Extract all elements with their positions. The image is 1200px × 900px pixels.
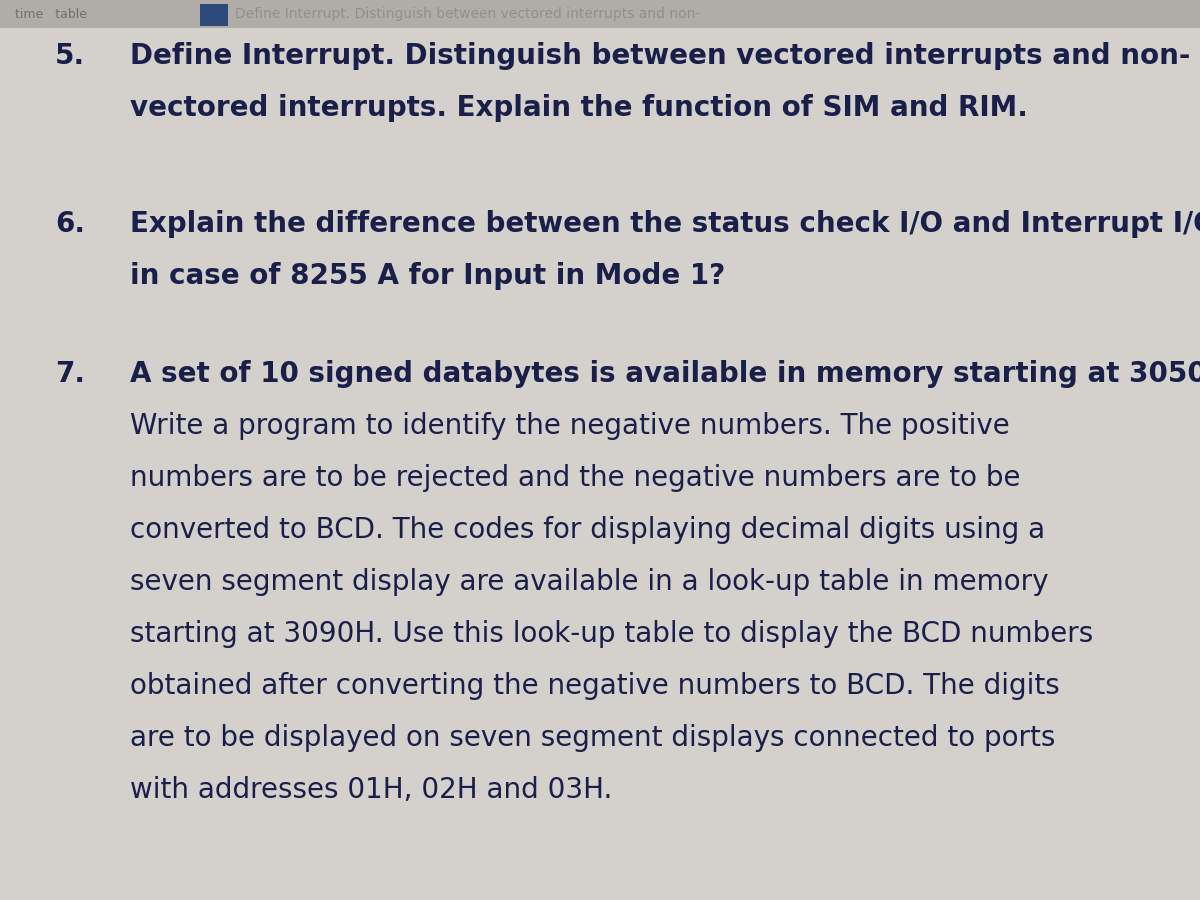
Text: Write a program to identify the negative numbers. The positive: Write a program to identify the negative… [130,412,1009,440]
Text: Explain the difference between the status check I/O and Interrupt I/O: Explain the difference between the statu… [130,210,1200,238]
Text: Define Interrupt. Distinguish between vectored interrupts and non-: Define Interrupt. Distinguish between ve… [235,7,701,21]
Text: A set of 10 signed data​bytes is available in memory starting at 3050H.: A set of 10 signed data​bytes is availab… [130,360,1200,388]
Text: are to be displayed on seven segment displays connected to ports: are to be displayed on seven segment dis… [130,724,1055,752]
Text: converted to BCD. The codes for displaying decimal digits using a: converted to BCD. The codes for displayi… [130,516,1045,544]
Text: 6.: 6. [55,210,85,238]
Text: with addresses 01H, 02H and 03H.: with addresses 01H, 02H and 03H. [130,776,612,804]
Text: starting at 3090H. Use this look-up table to display the BCD numbers: starting at 3090H. Use this look-up tabl… [130,620,1093,648]
Bar [0,0,1200,28]
Text: seven segment display are available in a look-up table in memory: seven segment display are available in a… [130,568,1049,596]
Text: numbers are to be rejected and the negative numbers are to be: numbers are to be rejected and the negat… [130,464,1020,492]
Text: in case of 8255 A for Input in Mode 1?: in case of 8255 A for Input in Mode 1? [130,262,725,290]
Text: obtained after converting the negative numbers to BCD. The digits: obtained after converting the negative n… [130,672,1060,700]
Text: time   table: time table [14,7,88,21]
Text: 5.: 5. [55,42,85,70]
Text: vectored interrupts. Explain the function of SIM and RIM.: vectored interrupts. Explain the functio… [130,94,1028,122]
Bar [200,4,228,26]
Text: Define Interrupt. Distinguish between vectored interrupts and non-: Define Interrupt. Distinguish between ve… [130,42,1190,70]
Text: 7.: 7. [55,360,85,388]
